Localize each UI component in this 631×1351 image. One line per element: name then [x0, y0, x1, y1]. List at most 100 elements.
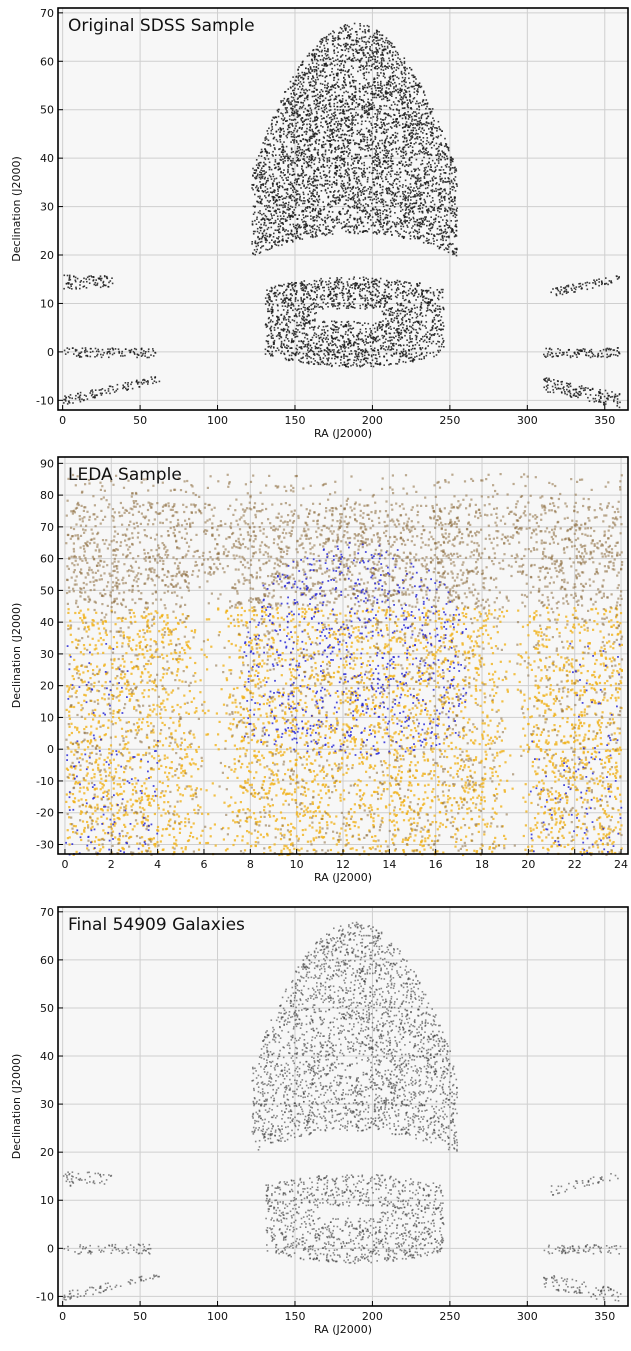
galaxy-point [291, 109, 294, 112]
galaxy-point [591, 352, 594, 354]
galaxy-point [429, 180, 432, 182]
galaxy-point [608, 347, 611, 350]
galaxy-point [367, 205, 370, 207]
galaxy-point [322, 70, 325, 72]
galaxy-point [378, 74, 380, 77]
galaxy-point [301, 71, 303, 74]
galaxy-point [288, 213, 290, 215]
galaxy-point [357, 41, 360, 43]
galaxy-point [311, 194, 313, 197]
galaxy-point [292, 341, 294, 343]
galaxy-point [252, 253, 255, 255]
galaxy-point [362, 276, 365, 279]
galaxy-point [321, 294, 324, 296]
galaxy-point [314, 345, 317, 348]
galaxy-point [123, 386, 126, 388]
galaxy-point [90, 390, 92, 392]
galaxy-point [282, 160, 285, 163]
galaxy-point [431, 185, 433, 187]
galaxy-point [94, 347, 97, 350]
galaxy-point [341, 95, 344, 97]
galaxy-point [86, 350, 88, 353]
galaxy-point [299, 106, 302, 108]
galaxy-point [428, 157, 431, 160]
galaxy-point [274, 116, 276, 118]
galaxy-point [263, 229, 266, 231]
galaxy-point [83, 394, 86, 396]
galaxy-point [309, 327, 311, 329]
galaxy-point [371, 90, 373, 93]
galaxy-point [376, 33, 379, 36]
galaxy-point [339, 194, 341, 196]
galaxy-point [258, 232, 261, 234]
galaxy-point [390, 318, 393, 320]
galaxy-point [438, 145, 440, 148]
galaxy-point [346, 151, 348, 153]
galaxy-point [391, 93, 393, 95]
galaxy-point [610, 353, 613, 356]
galaxy-point [348, 353, 351, 355]
galaxy-point [319, 70, 322, 72]
galaxy-point [318, 216, 321, 219]
galaxy-point [263, 165, 265, 167]
galaxy-point [445, 219, 448, 221]
galaxy-point [291, 338, 293, 340]
galaxy-point [376, 172, 378, 175]
galaxy-point [252, 184, 255, 186]
galaxy-point [304, 119, 306, 121]
galaxy-point [317, 327, 319, 329]
galaxy-point [254, 219, 256, 222]
galaxy-point [347, 347, 350, 349]
galaxy-point [336, 282, 339, 284]
galaxy-point [418, 143, 420, 145]
galaxy-point [440, 329, 442, 331]
galaxy-point [391, 339, 393, 341]
galaxy-point [289, 195, 292, 198]
galaxy-point [272, 190, 275, 193]
galaxy-point [379, 221, 382, 224]
galaxy-point [332, 351, 335, 353]
galaxy-point [348, 152, 351, 154]
galaxy-point [453, 251, 455, 253]
galaxy-point [292, 96, 295, 99]
galaxy-point [380, 54, 382, 56]
galaxy-point [379, 111, 381, 113]
galaxy-point [329, 229, 331, 232]
galaxy-point [371, 50, 373, 52]
galaxy-point [324, 153, 327, 156]
galaxy-point [341, 194, 344, 197]
galaxy-point [340, 324, 342, 326]
galaxy-point [282, 218, 285, 220]
galaxy-point [263, 212, 265, 215]
galaxy-point [295, 313, 297, 315]
galaxy-point [288, 195, 290, 198]
galaxy-point [598, 278, 600, 280]
galaxy-point [383, 45, 386, 48]
galaxy-point [391, 83, 394, 85]
galaxy-point [275, 292, 277, 294]
galaxy-point [282, 294, 285, 297]
galaxy-point [397, 202, 399, 205]
galaxy-point [294, 100, 296, 103]
galaxy-point [309, 294, 311, 297]
galaxy-point [610, 280, 612, 282]
galaxy-point [375, 340, 378, 343]
galaxy-point [427, 289, 430, 292]
galaxy-point [435, 127, 438, 129]
galaxy-point [145, 351, 147, 353]
galaxy-point [400, 350, 403, 353]
galaxy-point [413, 97, 416, 99]
galaxy-point [409, 341, 412, 343]
galaxy-point [304, 224, 307, 227]
galaxy-point [306, 156, 308, 158]
galaxy-point [109, 385, 112, 388]
galaxy-point [385, 161, 388, 163]
galaxy-point [374, 279, 376, 281]
galaxy-point [348, 37, 351, 40]
galaxy-point [404, 66, 406, 69]
galaxy-point [440, 134, 442, 137]
galaxy-point [363, 190, 366, 192]
galaxy-point [140, 381, 143, 384]
galaxy-point [327, 49, 329, 51]
galaxy-point [417, 205, 420, 207]
